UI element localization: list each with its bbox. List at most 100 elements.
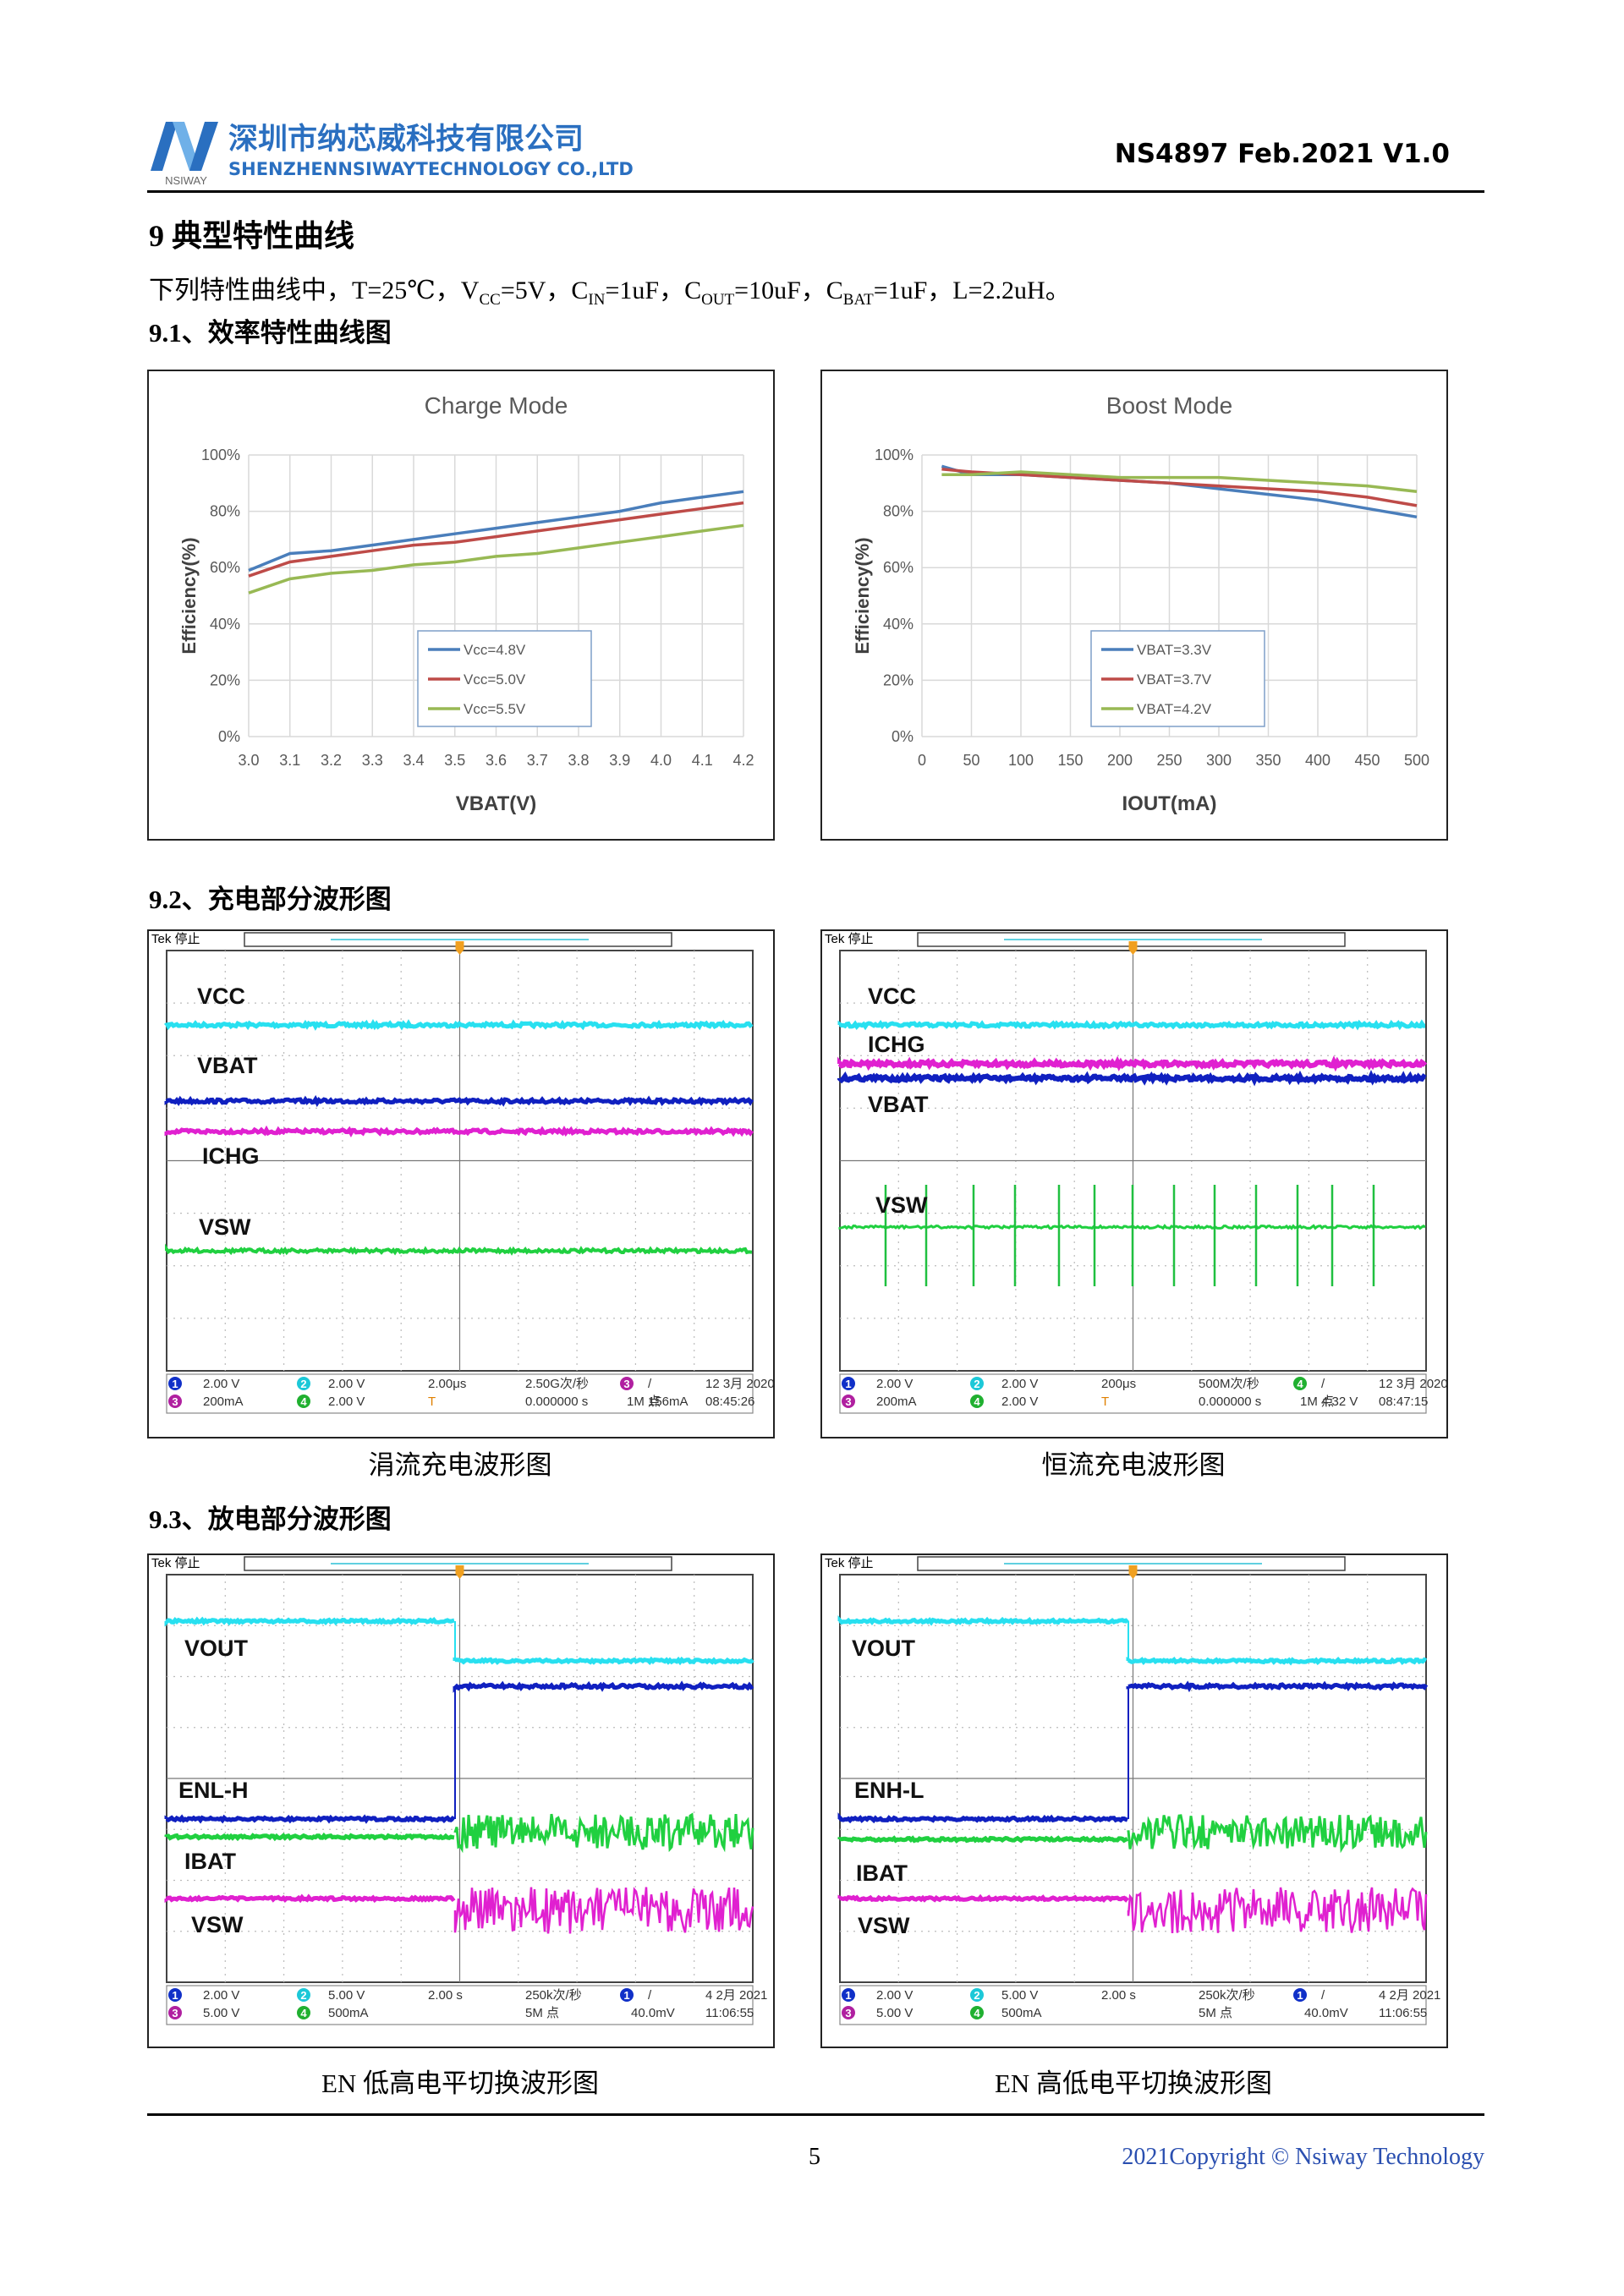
y-tick-label: 0% [892, 728, 914, 745]
readout-bar [166, 1373, 754, 1414]
channel-number: 4 [1297, 1378, 1303, 1390]
readout-text: 2.00 V [1001, 1395, 1038, 1409]
channel-number: 2 [300, 1378, 306, 1390]
readout-bar [839, 1373, 1427, 1414]
x-tick-label: 500 [1404, 752, 1429, 769]
trace [837, 1019, 1426, 1031]
legend-label: VBAT=3.7V [1137, 671, 1212, 688]
channel-number: 4 [974, 1395, 980, 1408]
y-tick-label: 20% [210, 671, 240, 688]
trace [1127, 1814, 1428, 1854]
readout-text: 0.000000 s [1199, 1395, 1261, 1409]
readout-text: 5.00 V [876, 2006, 913, 2020]
x-tick-label: 4.0 [650, 752, 672, 769]
trace-label: VBAT [868, 1092, 929, 1117]
readout-text: 1M 点 [1300, 1395, 1334, 1409]
caption: EN 低高电平切换波形图 [321, 2069, 600, 2098]
channel-number: 1 [845, 1989, 851, 2002]
channel-badge [970, 1395, 984, 1408]
trace [164, 1019, 754, 1031]
trace-label: ENL-H [178, 1778, 249, 1803]
x-tick-label: 3.9 [609, 752, 630, 769]
readout-text: 2.00 V [328, 1377, 365, 1391]
channel-number: 2 [974, 1989, 979, 2002]
trace-label: VCC [868, 984, 916, 1009]
channel-badge [297, 1377, 310, 1390]
legend-label: VBAT=4.2V [1137, 701, 1212, 717]
y-tick-label: 60% [883, 559, 914, 576]
company-name: 深圳市纳芯威科技有限公司 [228, 123, 584, 156]
readout-text: 2.00 V [328, 1395, 365, 1409]
channel-number: 3 [845, 2007, 851, 2019]
trace-label: VSW [199, 1214, 251, 1240]
subsection-heading: 9.2、充电部分波形图 [149, 885, 392, 914]
trace-label: ICHG [202, 1143, 260, 1169]
x-tick-label: 3.6 [486, 752, 507, 769]
subsection-heading: 9.3、放电部分波形图 [149, 1504, 392, 1534]
text-run: =1uF，L=2.2uH。 [873, 277, 1071, 304]
trace-label: VOUT [852, 1636, 916, 1661]
chart-title: Charge Mode [425, 392, 568, 419]
trace [1126, 1656, 1428, 1666]
series-line [248, 501, 744, 578]
x-tick-label: 300 [1206, 752, 1232, 769]
legend-label: VBAT=3.3V [1137, 642, 1212, 658]
channel-number: 1 [845, 1378, 851, 1390]
channel-number: 1 [172, 1989, 178, 2002]
channel-number: 1 [1297, 1989, 1303, 2002]
x-axis-label: IOUT(mA) [1122, 792, 1217, 815]
channel-badge [970, 1377, 984, 1390]
readout-text: 2.00 V [876, 1377, 913, 1391]
readout-text: / [1321, 1377, 1325, 1391]
channel-badge [168, 2006, 182, 2019]
readout-text: / [648, 1988, 652, 2003]
scope-frame: Tek 停止 VCC VBAT ICHG VSW 1 2.00 V 2 2.00 V 2.00μs… [147, 929, 775, 1438]
readout-text: 250k次/秒 [525, 1988, 582, 2003]
trace [164, 1814, 456, 1824]
readout-bar [839, 1985, 1427, 2025]
subscript: IN [588, 291, 606, 309]
channel-badge [1293, 1377, 1307, 1390]
channel-number: 2 [300, 1989, 306, 2002]
channel-badge [620, 1988, 634, 2002]
channel-badge [842, 1377, 855, 1390]
footer-rule [147, 2113, 1484, 2116]
subsection-heading: 9.1、效率特性曲线图 [149, 318, 392, 348]
channel-number: 1 [623, 1989, 629, 2002]
readout-text: 40.0mV [631, 2006, 675, 2020]
trace-label: VBAT [197, 1053, 258, 1078]
x-tick-label: 400 [1305, 752, 1330, 769]
x-tick-label: 4.2 [732, 752, 754, 769]
readout-text: 2.00μs [428, 1377, 466, 1391]
channel-number: 3 [172, 1395, 178, 1408]
readout-text: 200mA [203, 1395, 244, 1409]
subscript: OUT [701, 291, 735, 309]
trace [453, 1812, 754, 1854]
chart-frame: Charge Mode 0% 20% 40% 60% 80% 100% 3.0 3.1 3.2 3.… [147, 370, 775, 841]
trace-label: ICHG [868, 1032, 925, 1057]
x-tick-label: 0 [918, 752, 926, 769]
readout-text: / [1321, 1988, 1325, 2003]
readout-text: 2.50G次/秒 [525, 1377, 589, 1391]
trace-label: VSW [858, 1913, 910, 1938]
legend-label: Vcc=5.0V [464, 671, 526, 688]
readout-text: 2.00 s [428, 1988, 463, 2003]
channel-badge [1293, 1988, 1307, 2002]
readout-text: 40.0mV [1304, 2006, 1348, 2020]
x-tick-label: 4.1 [692, 752, 713, 769]
text-run: =5V，C [500, 277, 589, 304]
y-tick-label: 80% [210, 503, 240, 520]
trace [453, 1656, 754, 1666]
y-tick-label: 60% [210, 559, 240, 576]
scope-status: Tek 停止 [151, 1556, 200, 1570]
readout-text: 12 3月 2020 [1379, 1377, 1446, 1391]
section-title: 9 典型特性曲线 [149, 219, 355, 253]
scope: Tek 停止 VCC VBAT ICHG VSW 1 2.00 V 2 2.00 V 2.00μs… [151, 932, 775, 1414]
chart-frame: Boost Mode 0% 20% 40% 60% 80% 100% 0 50 100 150 200… [820, 370, 1448, 841]
text-run: =10uF，C [734, 277, 843, 304]
y-axis-label: Efficiency(%) [852, 537, 873, 654]
scope-frame: Tek 停止 VOUT ENL-H IBAT VSW 1 2.00 V 2 5.00 V 2.00… [147, 1553, 775, 2048]
trace-label: ENH-L [854, 1778, 924, 1803]
readout-text: 2.00 V [203, 1377, 239, 1391]
y-tick-label: 0% [218, 728, 240, 745]
